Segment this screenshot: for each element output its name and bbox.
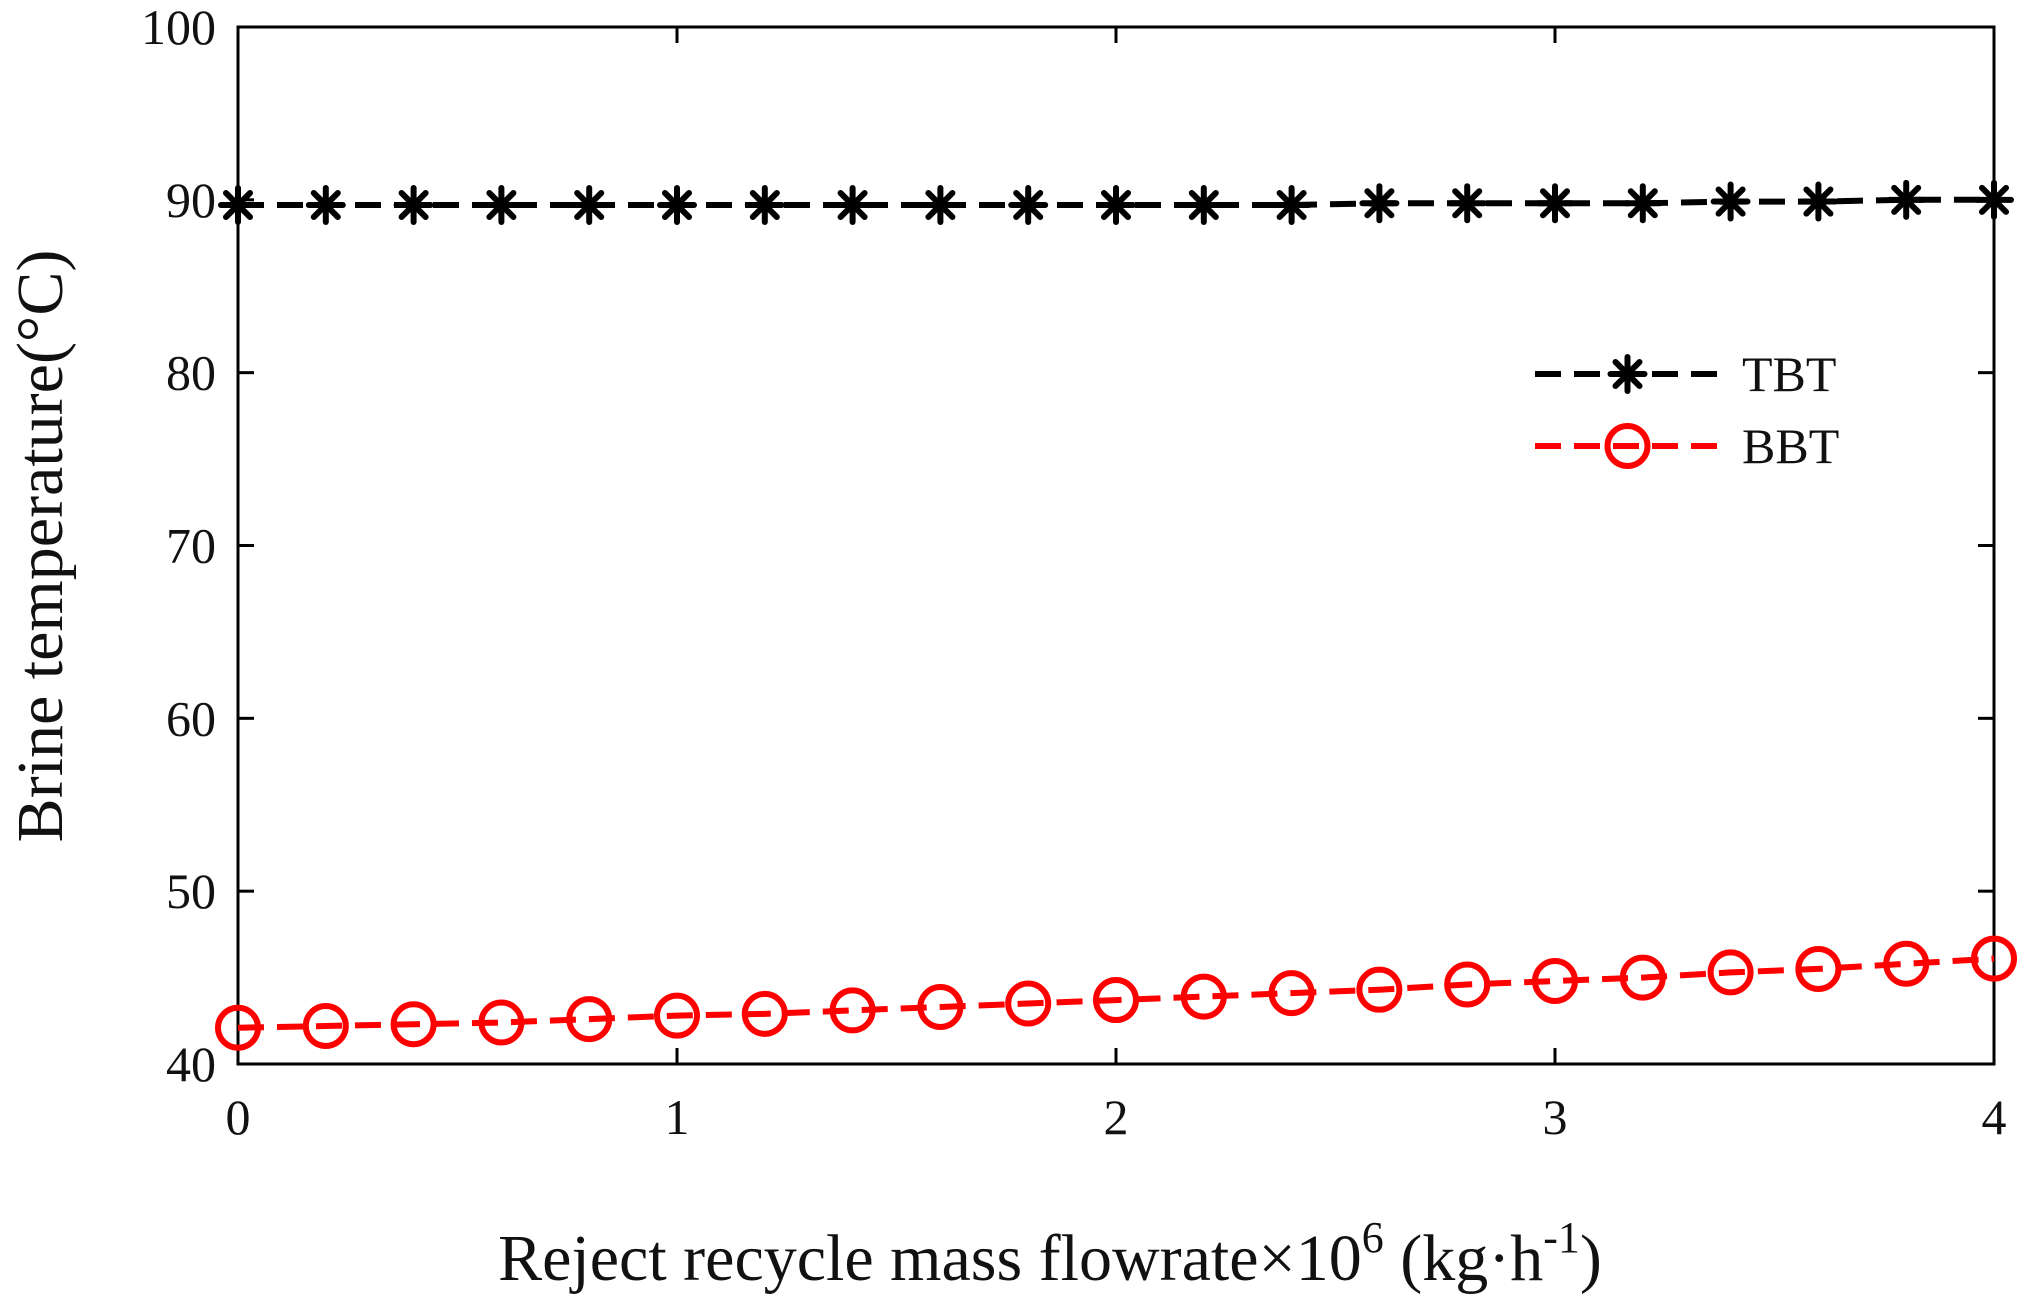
asterisk-stroke <box>310 189 341 221</box>
bbt-point <box>1093 977 1139 1024</box>
y-tick-label: 70 <box>166 518 216 574</box>
asterisk-stroke <box>1803 186 1834 217</box>
asterisk-stroke <box>1891 184 1922 215</box>
bbt-point <box>1795 945 1842 992</box>
bbt-point <box>1180 973 1227 1020</box>
y-axis-label: Brine temperature(°C) <box>4 250 77 843</box>
asterisk-stroke <box>1978 184 2010 215</box>
plot-layer: 0 1 2 3 4 40 50 60 70 80 90 100 <box>141 0 2007 1145</box>
x-tick-label: 1 <box>665 1089 690 1145</box>
x-tick-label: 4 <box>1982 1089 2007 1145</box>
x-tick-label: 3 <box>1543 1089 1568 1145</box>
bbt-line <box>237 955 1995 1031</box>
asterisk-stroke <box>1715 186 1746 217</box>
bbt-point <box>390 1001 437 1048</box>
bbt-point <box>1005 980 1052 1027</box>
bbt-point <box>478 999 525 1046</box>
legend: TBT BBT <box>1535 346 1839 474</box>
tbt-point <box>1183 185 1224 226</box>
legend-label-bbt: BBT <box>1742 418 1839 474</box>
tbt-point <box>1886 179 1927 220</box>
tbt-point <box>569 185 610 226</box>
tbt-point <box>1447 183 1488 224</box>
x-tick-label: 0 <box>226 1089 251 1145</box>
asterisk-stroke <box>661 189 693 221</box>
tbt-point <box>1008 185 1049 226</box>
x-axis-label-unit-close: ) <box>1580 1222 1602 1295</box>
bbt-point <box>1619 954 1666 1001</box>
x-axis-label-main: Reject recycle mass flowrate×10 <box>498 1222 1362 1295</box>
tbt-point <box>1622 183 1663 224</box>
tbt-point <box>1359 183 1400 224</box>
series-layer <box>215 179 2017 1051</box>
asterisk-stroke <box>1627 188 1658 219</box>
legend-entry-bbt: BBT <box>1535 418 1839 474</box>
bbt-point <box>829 987 876 1034</box>
y-tick-label: 40 <box>166 1036 216 1092</box>
asterisk-stroke <box>1539 188 1571 219</box>
tbt-point <box>1096 185 1136 226</box>
bbt-point <box>654 992 700 1039</box>
tbt-point <box>1974 179 2014 220</box>
x-tick-label: 2 <box>1104 1089 1129 1145</box>
tbt-point <box>1798 181 1839 222</box>
asterisk-stroke <box>398 189 429 221</box>
series-tbt <box>218 179 2014 226</box>
asterisk-stroke <box>1013 189 1044 221</box>
tbt-point <box>920 185 961 226</box>
tbt-point <box>218 185 258 226</box>
tbt-point <box>1535 183 1575 224</box>
tbt-point <box>657 185 697 226</box>
tbt-point <box>744 185 785 226</box>
x-axis-label-unit-exponent: -1 <box>1543 1213 1580 1262</box>
bbt-point <box>566 996 613 1043</box>
asterisk-stroke <box>925 189 956 221</box>
asterisk-stroke <box>1364 188 1395 219</box>
y-tick-label: 50 <box>166 863 216 919</box>
legend-label-tbt: TBT <box>1742 346 1836 402</box>
asterisk-stroke <box>1188 189 1219 221</box>
tbt-point <box>1271 185 1312 226</box>
legend-marker-tbt <box>1607 354 1648 394</box>
asterisk-stroke <box>574 189 605 221</box>
asterisk-stroke <box>1100 189 1132 221</box>
series-bbt <box>215 935 2017 1051</box>
legend-marker-bbt <box>1604 423 1651 469</box>
x-axis-label: Reject recycle mass flowrate×106 (kg·h-1… <box>498 1213 1602 1295</box>
bbt-point <box>1971 935 2017 982</box>
y-tick-label: 100 <box>141 0 216 55</box>
bbt-point <box>741 990 788 1037</box>
bbt-point <box>302 1002 349 1049</box>
bbt-point <box>215 1004 261 1051</box>
bbt-point <box>1707 949 1754 996</box>
bbt-point <box>917 983 964 1030</box>
bbt-point <box>1268 970 1315 1017</box>
y-tick-label: 60 <box>166 690 216 746</box>
axis-labels: Reject recycle mass flowrate×106 (kg·h-1… <box>4 250 1602 1295</box>
tbt-point <box>305 185 346 226</box>
asterisk-stroke <box>486 189 517 221</box>
bbt-point <box>1532 958 1578 1005</box>
x-axis-label-unit: (kg·h <box>1384 1222 1543 1295</box>
asterisk-stroke <box>222 189 254 221</box>
bbt-point <box>1444 961 1491 1008</box>
tbt-point <box>393 185 434 226</box>
asterisk-stroke <box>837 189 868 221</box>
tbt-point <box>481 185 522 226</box>
tbt-point <box>832 185 873 226</box>
asterisk-stroke <box>749 189 780 221</box>
bbt-point <box>1356 966 1403 1013</box>
y-tick-label: 80 <box>166 345 216 401</box>
x-axis-label-exponent: 6 <box>1362 1213 1384 1262</box>
legend-entry-tbt: TBT <box>1535 346 1836 402</box>
y-tick-label: 90 <box>166 172 216 228</box>
asterisk-stroke <box>1276 189 1307 221</box>
tbt-point <box>1710 181 1751 222</box>
asterisk-stroke <box>1452 188 1483 219</box>
asterisk-stroke <box>1612 358 1643 390</box>
bbt-point <box>1883 940 1930 987</box>
